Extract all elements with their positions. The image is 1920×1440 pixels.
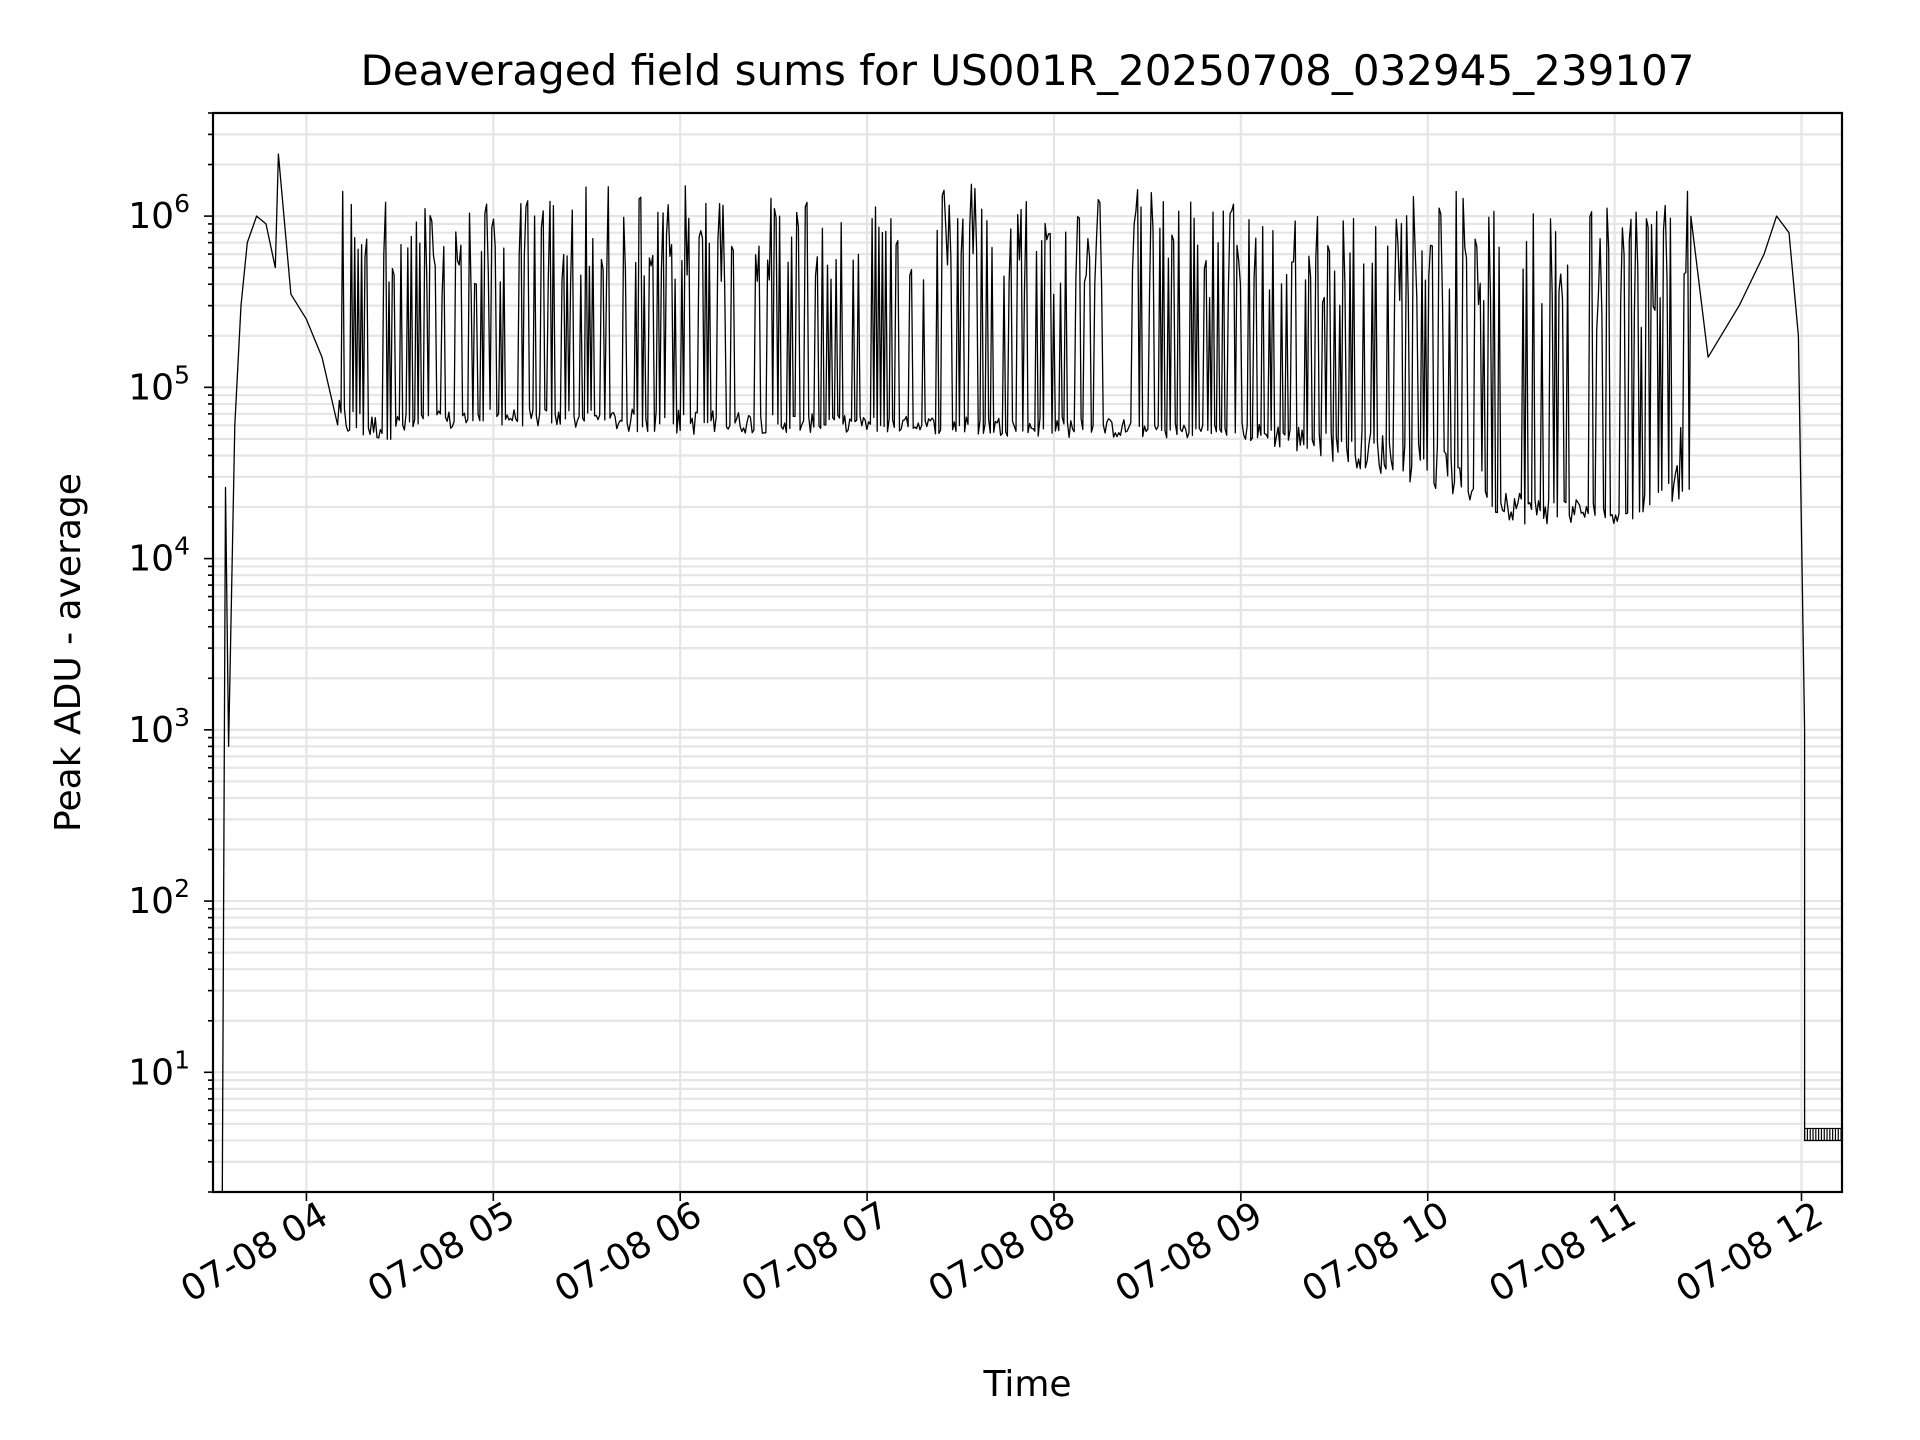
y-tick-label-exponent: 4 [174, 532, 190, 561]
x-axis-label: Time [982, 1364, 1071, 1405]
y-tick-label-base: 10 [128, 710, 174, 751]
y-tick-label-base: 10 [128, 881, 174, 922]
y-tick-label: 102 [128, 874, 190, 922]
y-tick-label: 104 [128, 532, 190, 580]
y-tick-label-base: 10 [128, 539, 174, 580]
y-tick-label: 106 [128, 189, 190, 237]
series-line [221, 153, 1842, 1193]
y-tick-label-exponent: 2 [174, 874, 190, 903]
y-tick-label-base: 10 [128, 367, 174, 408]
y-tick-label-exponent: 6 [174, 189, 190, 218]
y-tick-label-exponent: 3 [174, 703, 190, 732]
y-tick-label: 103 [128, 703, 190, 751]
y-tick-label: 105 [128, 360, 190, 408]
plot-frame [211, 111, 1844, 1194]
y-tick-label-base: 10 [128, 196, 174, 237]
grid-layer [213, 111, 1842, 1194]
y-tick-label: 101 [128, 1045, 190, 1093]
y-axis-label: Peak ADU - average [48, 473, 89, 832]
chart-title: Deaveraged field sums for US001R_2025070… [360, 46, 1694, 95]
y-tick-label-base: 10 [128, 1052, 174, 1093]
y-tick-label-exponent: 1 [174, 1045, 190, 1074]
y-tick-label-exponent: 5 [174, 360, 190, 389]
